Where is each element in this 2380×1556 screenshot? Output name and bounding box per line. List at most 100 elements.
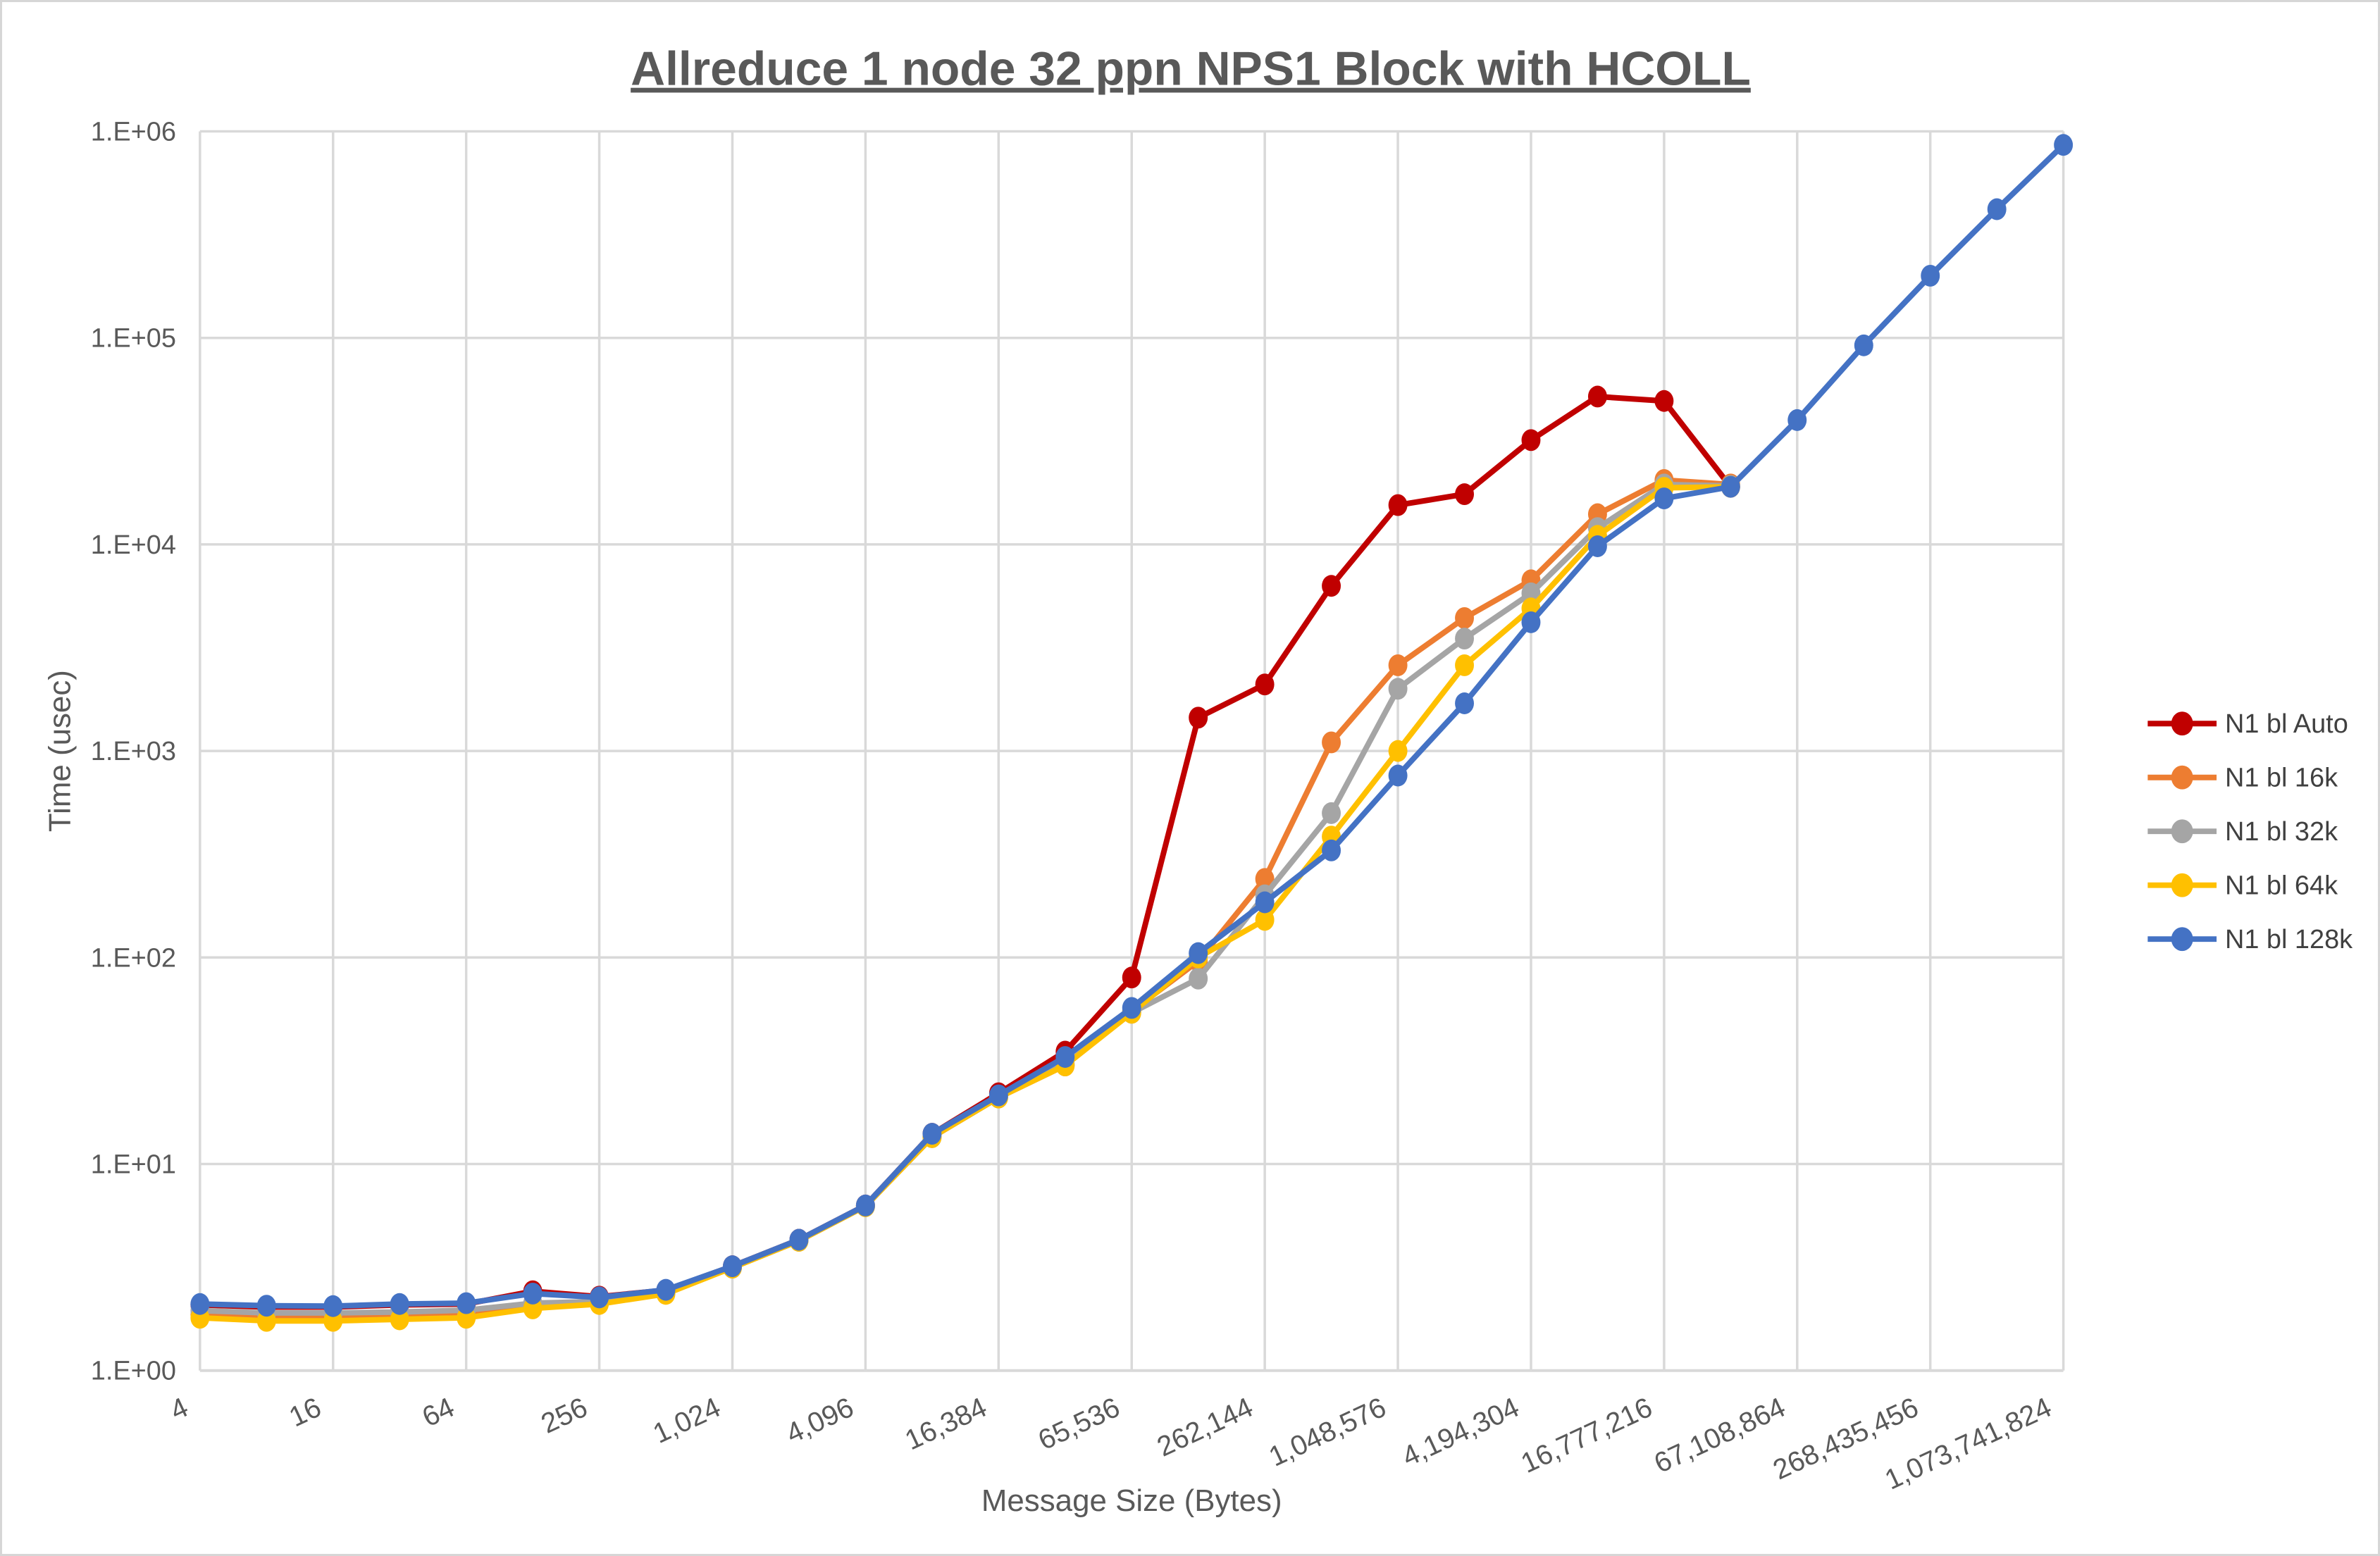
data-point-n1-bl-64k bbox=[256, 1309, 276, 1332]
data-point-n1-bl-128k bbox=[1189, 942, 1208, 964]
legend-marker-dot bbox=[2171, 873, 2193, 897]
data-point-n1-bl-128k bbox=[590, 1286, 609, 1309]
data-point-n1-bl-128k bbox=[1721, 475, 1740, 498]
x-tick-label: 67,108,864 bbox=[1649, 1392, 1790, 1479]
legend-marker-dot bbox=[2171, 711, 2193, 736]
y-axis-title: Time (usec) bbox=[42, 670, 77, 832]
y-tick-label: 1.E+04 bbox=[91, 530, 176, 560]
x-tick-label: 64 bbox=[418, 1392, 459, 1433]
data-point-n1-bl-128k bbox=[190, 1293, 210, 1315]
data-point-n1-bl-128k bbox=[1787, 409, 1807, 431]
series-line-n1-bl-16k bbox=[197, 477, 1734, 1321]
legend-label: N1 bl 128k bbox=[2225, 925, 2353, 954]
y-tick-label: 1.E+03 bbox=[91, 737, 176, 766]
series-n1-bl-64k bbox=[190, 475, 1740, 1332]
data-point-n1-bl-128k bbox=[1455, 692, 1475, 714]
x-tick-label: 262,144 bbox=[1153, 1392, 1258, 1463]
data-point-n1-bl-16k bbox=[1255, 868, 1275, 890]
legend-item-n1-bl-64k: N1 bl 64k bbox=[2147, 871, 2338, 901]
series-n1-bl-32k bbox=[190, 473, 1740, 1324]
legend-label: N1 bl 64k bbox=[2225, 871, 2338, 901]
data-point-n1-bl-auto bbox=[1189, 707, 1208, 729]
data-point-n1-bl-16k bbox=[1322, 731, 1341, 754]
data-point-n1-bl-auto bbox=[1587, 385, 1607, 408]
data-point-n1-bl-128k bbox=[1587, 535, 1607, 557]
data-point-n1-bl-128k bbox=[988, 1084, 1008, 1107]
data-point-n1-bl-64k bbox=[1255, 909, 1275, 931]
data-point-n1-bl-128k bbox=[323, 1295, 343, 1317]
data-point-n1-bl-128k bbox=[922, 1123, 942, 1145]
data-point-n1-bl-auto bbox=[1255, 673, 1275, 696]
data-point-n1-bl-128k bbox=[256, 1295, 276, 1317]
legend-marker-dot bbox=[2171, 927, 2193, 952]
data-point-n1-bl-32k bbox=[1388, 678, 1408, 700]
x-tick-label: 4,096 bbox=[781, 1392, 858, 1450]
series-n1-bl-auto bbox=[190, 385, 1740, 1319]
x-tick-label: 4 bbox=[166, 1392, 193, 1426]
tick-layer: 1.E+00 1.E+01 1.E+02 1.E+03 1.E+04 1.E+05 1.E+… bbox=[91, 117, 2057, 1495]
data-point-n1-bl-auto bbox=[1122, 966, 1141, 989]
data-point-n1-bl-64k bbox=[1388, 740, 1408, 762]
data-point-n1-bl-128k bbox=[523, 1282, 543, 1305]
legend-item-n1-bl-16k: N1 bl 16k bbox=[2147, 764, 2338, 793]
x-tick-label: 16,777,216 bbox=[1516, 1392, 1656, 1479]
y-tick-label: 1.E+01 bbox=[91, 1150, 176, 1179]
data-point-n1-bl-128k bbox=[457, 1292, 476, 1314]
grid-layer bbox=[199, 130, 2065, 1372]
chart-title: Allreduce 1 node 32 ppn NPS1 Block with … bbox=[631, 43, 1751, 96]
data-point-n1-bl-128k bbox=[2054, 134, 2074, 156]
legend-item-n1-bl-32k: N1 bl 32k bbox=[2147, 817, 2338, 847]
x-tick-label: 65,536 bbox=[1034, 1392, 1124, 1456]
legend-label: N1 bl 32k bbox=[2225, 817, 2338, 847]
data-point-n1-bl-auto bbox=[1322, 575, 1341, 597]
series-layer bbox=[190, 134, 2074, 1332]
series-n1-bl-128k bbox=[190, 134, 2074, 1317]
x-tick-label: 1,048,576 bbox=[1265, 1392, 1391, 1473]
data-point-n1-bl-128k bbox=[1987, 198, 2007, 220]
legend-marker-dot bbox=[2171, 765, 2193, 790]
series-line-n1-bl-32k bbox=[197, 481, 1734, 1316]
data-point-n1-bl-auto bbox=[1455, 483, 1475, 506]
data-point-n1-bl-128k bbox=[1521, 611, 1541, 633]
data-point-n1-bl-128k bbox=[390, 1293, 409, 1315]
data-point-n1-bl-128k bbox=[1854, 334, 1873, 356]
legend-marker-dot bbox=[2171, 819, 2193, 844]
data-point-n1-bl-128k bbox=[1255, 891, 1275, 914]
data-point-n1-bl-128k bbox=[1122, 997, 1141, 1019]
y-tick-label: 1.E+06 bbox=[91, 117, 176, 147]
legend-layer: N1 bl Auto N1 bl 16k N1 bl 32k N1 bl 64k N1 … bbox=[2147, 709, 2353, 954]
data-point-n1-bl-128k bbox=[1055, 1046, 1075, 1068]
x-tick-label: 16 bbox=[285, 1392, 326, 1433]
data-point-n1-bl-128k bbox=[1322, 839, 1341, 861]
data-point-n1-bl-auto bbox=[1654, 390, 1674, 412]
series-n1-bl-16k bbox=[190, 468, 1740, 1329]
x-tick-label: 1,024 bbox=[648, 1392, 725, 1450]
data-point-n1-bl-128k bbox=[656, 1278, 676, 1301]
data-point-n1-bl-auto bbox=[1521, 429, 1541, 452]
data-point-n1-bl-64k bbox=[1455, 654, 1475, 676]
y-tick-label: 1.E+00 bbox=[91, 1357, 176, 1386]
legend-label: N1 bl Auto bbox=[2225, 709, 2348, 739]
series-line-n1-bl-auto bbox=[197, 393, 1734, 1310]
data-point-n1-bl-128k bbox=[1388, 764, 1408, 787]
data-point-n1-bl-128k bbox=[723, 1255, 742, 1278]
data-point-n1-bl-16k bbox=[1455, 606, 1475, 629]
legend-item-n1-bl-auto: N1 bl Auto bbox=[2147, 709, 2348, 739]
x-tick-label: 4,194,304 bbox=[1397, 1392, 1523, 1473]
data-point-n1-bl-32k bbox=[1189, 967, 1208, 990]
y-tick-label: 1.E+05 bbox=[91, 324, 176, 354]
x-tick-label: 256 bbox=[537, 1392, 593, 1440]
x-axis-title: Message Size (Bytes) bbox=[981, 1483, 1282, 1518]
legend-label: N1 bl 16k bbox=[2225, 764, 2338, 793]
data-point-n1-bl-32k bbox=[1455, 628, 1475, 649]
x-tick-label: 16,384 bbox=[900, 1392, 991, 1456]
data-point-n1-bl-128k bbox=[789, 1228, 809, 1251]
data-point-n1-bl-128k bbox=[1921, 264, 1940, 287]
data-point-n1-bl-128k bbox=[1654, 487, 1674, 510]
data-point-n1-bl-auto bbox=[1388, 494, 1408, 516]
data-point-n1-bl-32k bbox=[1322, 802, 1341, 824]
data-point-n1-bl-16k bbox=[1388, 654, 1408, 676]
legend-item-n1-bl-128k: N1 bl 128k bbox=[2147, 925, 2353, 954]
